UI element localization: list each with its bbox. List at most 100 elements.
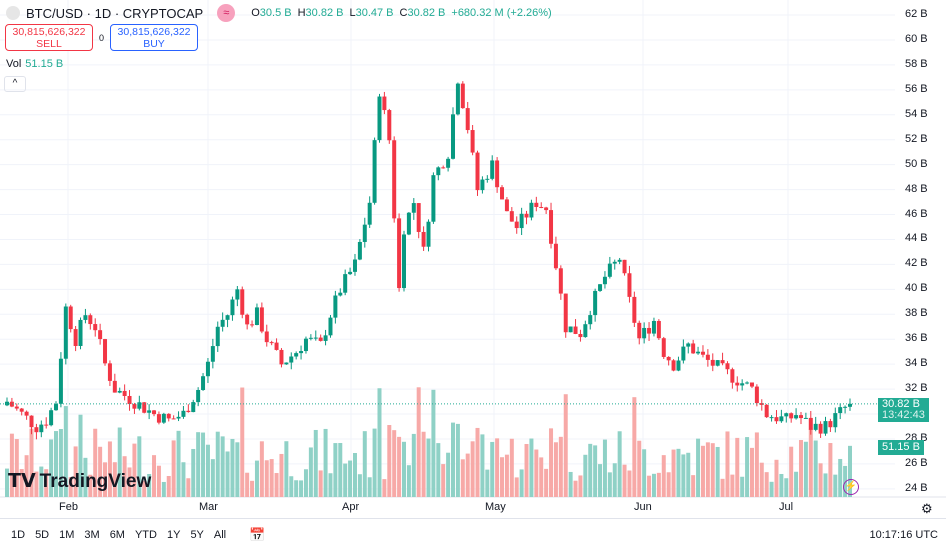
candle-body[interactable] [622, 259, 627, 274]
candle-body[interactable] [250, 324, 255, 326]
candle-body[interactable] [720, 360, 725, 364]
candle-body[interactable] [700, 351, 705, 355]
candle-body[interactable] [705, 354, 710, 360]
candle-body[interactable] [745, 382, 750, 384]
candle-body[interactable] [117, 390, 122, 393]
candle-body[interactable] [245, 314, 250, 325]
candle-body[interactable] [24, 411, 29, 416]
candle-body[interactable] [754, 386, 759, 404]
candle-body[interactable] [186, 410, 191, 413]
candle-body[interactable] [299, 351, 304, 354]
candle-body[interactable] [323, 335, 328, 341]
candle-body[interactable] [362, 224, 367, 242]
candle-body[interactable] [235, 289, 240, 300]
candle-body[interactable] [666, 356, 671, 361]
candle-body[interactable] [558, 268, 563, 294]
candle-body[interactable] [382, 96, 387, 111]
candle-body[interactable] [838, 407, 843, 414]
candle-body[interactable] [563, 293, 568, 333]
candle-body[interactable] [627, 273, 632, 297]
candle-body[interactable] [377, 96, 382, 141]
candle-body[interactable] [598, 284, 603, 291]
candle-body[interactable] [519, 213, 524, 229]
candle-body[interactable] [568, 326, 573, 333]
candle-body[interactable] [112, 380, 117, 393]
candle-body[interactable] [803, 417, 808, 419]
settings-icon[interactable]: ⚙ [921, 501, 933, 516]
range-3m[interactable]: 3M [84, 528, 100, 541]
candle-body[interactable] [215, 326, 220, 347]
candle-body[interactable] [431, 175, 436, 222]
candle-body[interactable] [147, 410, 152, 413]
candle-body[interactable] [730, 369, 735, 383]
candle-body[interactable] [421, 231, 426, 247]
candle-body[interactable] [338, 292, 343, 296]
candle-body[interactable] [196, 390, 201, 403]
candle-body[interactable] [83, 315, 88, 320]
range-5d[interactable]: 5D [35, 528, 50, 541]
candle-body[interactable] [509, 211, 514, 222]
candle-body[interactable] [642, 327, 647, 339]
candle-body[interactable] [798, 415, 803, 419]
calendar-icon[interactable]: 📅 [249, 526, 266, 542]
candle-body[interactable] [367, 202, 372, 225]
candle-body[interactable] [416, 203, 421, 232]
candle-body[interactable] [171, 418, 176, 420]
candle-body[interactable] [387, 110, 392, 141]
candle-body[interactable] [740, 383, 745, 386]
candle-body[interactable] [34, 427, 39, 433]
range-5y[interactable]: 5Y [190, 528, 204, 541]
candle-body[interactable] [656, 320, 661, 339]
candle-body[interactable] [137, 402, 142, 409]
range-6m[interactable]: 6M [109, 528, 125, 541]
candle-body[interactable] [715, 360, 720, 366]
candle-body[interactable] [308, 337, 313, 339]
candle-body[interactable] [176, 416, 181, 419]
candle-body[interactable] [480, 179, 485, 191]
candle-body[interactable] [259, 307, 264, 332]
candle-body[interactable] [500, 187, 505, 200]
candle-body[interactable] [357, 241, 362, 260]
candle-body[interactable] [392, 140, 397, 219]
candle-body[interactable] [269, 342, 274, 344]
range-1y[interactable]: 1Y [166, 528, 181, 541]
candle-body[interactable] [607, 263, 612, 277]
candle-body[interactable] [156, 414, 161, 423]
candle-body[interactable] [289, 356, 294, 363]
candle-body[interactable] [352, 259, 357, 272]
candle-body[interactable] [254, 307, 259, 326]
candle-body[interactable] [68, 306, 73, 330]
candle-body[interactable] [529, 202, 534, 218]
candle-body[interactable] [764, 404, 769, 418]
candle-body[interactable] [411, 203, 416, 213]
candle-body[interactable] [455, 83, 460, 115]
candle-body[interactable] [813, 423, 818, 430]
candle-body[interactable] [818, 423, 823, 434]
candle-body[interactable] [696, 351, 701, 354]
candle-body[interactable] [230, 299, 235, 316]
candle-body[interactable] [63, 306, 68, 359]
candle-body[interactable] [343, 274, 348, 293]
candle-body[interactable] [14, 406, 19, 409]
candle-body[interactable] [823, 421, 828, 434]
lightning-icon[interactable]: ⚡ [843, 479, 859, 495]
clock[interactable]: 10:17:16 UTC [869, 528, 938, 541]
candle-body[interactable] [534, 202, 539, 207]
candle-body[interactable] [348, 271, 353, 275]
tradingview-watermark[interactable]: 𝗧𝗩 TradingView [8, 470, 151, 493]
range-1m[interactable]: 1M [59, 528, 75, 541]
candle-body[interactable] [98, 330, 103, 340]
candle-body[interactable] [142, 402, 147, 413]
candle-body[interactable] [514, 221, 519, 229]
candle-body[interactable] [426, 221, 431, 247]
candle-body[interactable] [39, 424, 44, 433]
candle-body[interactable] [470, 130, 475, 153]
candle-body[interactable] [759, 403, 764, 405]
candle-body[interactable] [789, 413, 794, 419]
candle-body[interactable] [436, 167, 441, 176]
candle-body[interactable] [205, 361, 210, 377]
candle-body[interactable] [201, 376, 206, 391]
candle-body[interactable] [495, 160, 500, 188]
candle-body[interactable] [725, 363, 730, 370]
candle-body[interactable] [166, 413, 171, 419]
